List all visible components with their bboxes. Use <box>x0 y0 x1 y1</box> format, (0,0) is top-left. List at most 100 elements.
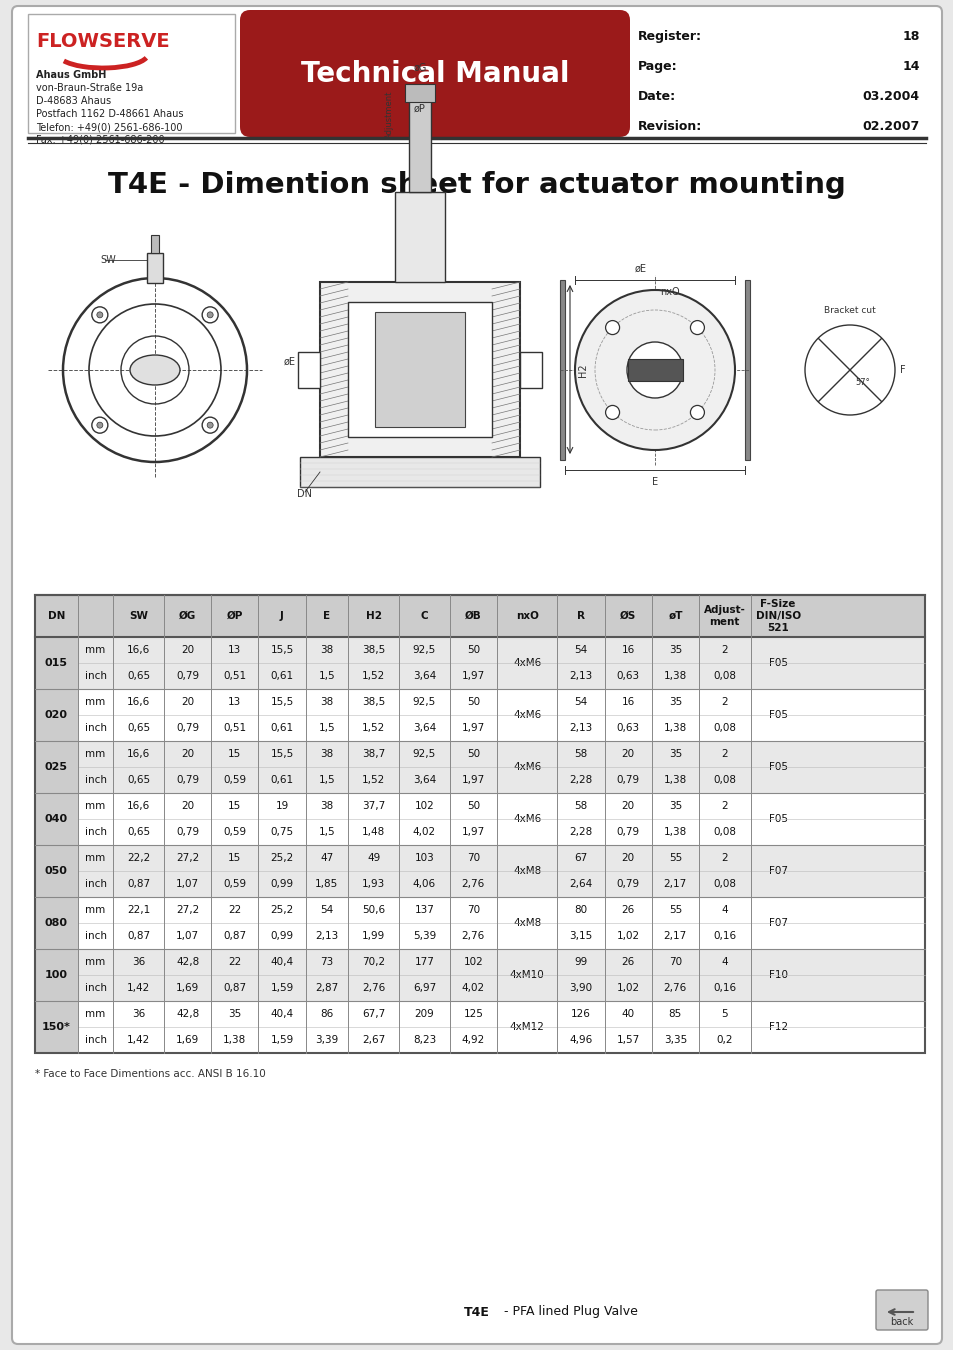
Text: 4xM12: 4xM12 <box>509 1022 544 1031</box>
Text: 5,39: 5,39 <box>413 931 436 941</box>
Text: D-48683 Ahaus: D-48683 Ahaus <box>36 96 111 107</box>
Text: F10: F10 <box>768 971 787 980</box>
Text: 16,6: 16,6 <box>127 697 151 707</box>
Text: 55: 55 <box>668 904 681 915</box>
Text: 22: 22 <box>228 904 241 915</box>
Text: 1,42: 1,42 <box>127 1035 151 1045</box>
Text: inch: inch <box>85 931 107 941</box>
Text: 2: 2 <box>720 749 727 759</box>
Circle shape <box>207 423 213 428</box>
Text: 4: 4 <box>720 904 727 915</box>
Text: 1,85: 1,85 <box>314 879 338 890</box>
Text: mm: mm <box>86 1008 106 1019</box>
Text: 35: 35 <box>668 645 681 655</box>
Text: 2,13: 2,13 <box>569 671 592 680</box>
Text: C: C <box>420 612 428 621</box>
Text: 040: 040 <box>45 814 68 824</box>
Text: nxO: nxO <box>516 612 538 621</box>
Bar <box>375 312 464 427</box>
Text: * Face to Face Dimentions acc. ANSI B 16.10: * Face to Face Dimentions acc. ANSI B 16… <box>35 1069 266 1079</box>
Text: 020: 020 <box>45 710 68 720</box>
Bar <box>35 688 924 741</box>
Text: 177: 177 <box>414 957 434 967</box>
Bar <box>35 741 924 792</box>
Text: 0,59: 0,59 <box>223 775 246 784</box>
Bar <box>35 1000 77 1053</box>
Text: 26: 26 <box>621 904 634 915</box>
Text: 42,8: 42,8 <box>175 1008 199 1019</box>
Text: 0,79: 0,79 <box>176 724 199 733</box>
Text: 50,6: 50,6 <box>362 904 385 915</box>
Bar <box>35 949 77 1000</box>
Text: inch: inch <box>85 828 107 837</box>
Bar <box>319 282 519 458</box>
Text: 1,5: 1,5 <box>318 724 335 733</box>
Text: 35: 35 <box>668 801 681 811</box>
Text: 42,8: 42,8 <box>175 957 199 967</box>
Text: 2: 2 <box>720 853 727 863</box>
Text: SW: SW <box>129 612 148 621</box>
Text: 1,99: 1,99 <box>361 931 385 941</box>
Text: 0,51: 0,51 <box>223 671 246 680</box>
Text: 1,52: 1,52 <box>361 724 385 733</box>
Text: Adjustment: Adjustment <box>384 90 393 139</box>
Text: F: F <box>899 364 904 375</box>
Text: von-Braun-Straße 19a: von-Braun-Straße 19a <box>36 82 143 93</box>
Text: 13: 13 <box>228 645 241 655</box>
Text: inch: inch <box>85 879 107 890</box>
Text: J: J <box>280 612 284 621</box>
Text: 20: 20 <box>181 697 194 707</box>
Text: 40: 40 <box>621 1008 634 1019</box>
Bar <box>405 84 435 103</box>
Text: F05: F05 <box>768 710 787 720</box>
Text: 13: 13 <box>228 697 241 707</box>
Bar <box>35 595 924 1053</box>
Text: 3,15: 3,15 <box>569 931 592 941</box>
Text: 0,79: 0,79 <box>176 671 199 680</box>
Text: mm: mm <box>86 801 106 811</box>
Text: 4xM6: 4xM6 <box>513 761 540 772</box>
Bar <box>519 352 541 387</box>
Text: 54: 54 <box>320 904 334 915</box>
Text: 50: 50 <box>466 749 479 759</box>
Bar <box>348 302 492 437</box>
Text: 0,65: 0,65 <box>127 775 150 784</box>
Text: H2: H2 <box>578 363 587 377</box>
Text: 2,28: 2,28 <box>569 828 592 837</box>
Text: 0,99: 0,99 <box>270 879 294 890</box>
Bar <box>35 595 924 637</box>
Text: 22,1: 22,1 <box>127 904 151 915</box>
Text: 58: 58 <box>574 749 587 759</box>
Text: 6,97: 6,97 <box>413 983 436 994</box>
Text: 22,2: 22,2 <box>127 853 151 863</box>
Text: 16,6: 16,6 <box>127 645 151 655</box>
Text: 0,63: 0,63 <box>616 724 639 733</box>
Bar <box>35 792 924 845</box>
Text: mm: mm <box>86 904 106 915</box>
Text: 50: 50 <box>466 697 479 707</box>
Text: 126: 126 <box>571 1008 590 1019</box>
Text: 70: 70 <box>668 957 681 967</box>
Text: 0,16: 0,16 <box>713 931 736 941</box>
Text: 209: 209 <box>414 1008 434 1019</box>
Bar <box>395 192 444 282</box>
Text: 1,02: 1,02 <box>616 983 639 994</box>
Text: 15: 15 <box>228 801 241 811</box>
Text: 35: 35 <box>668 749 681 759</box>
Text: øT: øT <box>667 612 682 621</box>
Text: 2,17: 2,17 <box>663 879 686 890</box>
FancyBboxPatch shape <box>12 5 941 1345</box>
Text: 25,2: 25,2 <box>270 853 294 863</box>
FancyBboxPatch shape <box>875 1291 927 1330</box>
Bar <box>35 896 77 949</box>
Text: øP: øP <box>414 104 425 113</box>
Text: F05: F05 <box>768 761 787 772</box>
Bar <box>35 637 924 688</box>
Text: 0,08: 0,08 <box>713 724 736 733</box>
Text: 1,52: 1,52 <box>361 775 385 784</box>
Text: F07: F07 <box>768 918 787 927</box>
Text: 36: 36 <box>132 1008 145 1019</box>
Text: SW: SW <box>100 255 115 265</box>
Text: 0,51: 0,51 <box>223 724 246 733</box>
Text: ØG: ØG <box>179 612 196 621</box>
